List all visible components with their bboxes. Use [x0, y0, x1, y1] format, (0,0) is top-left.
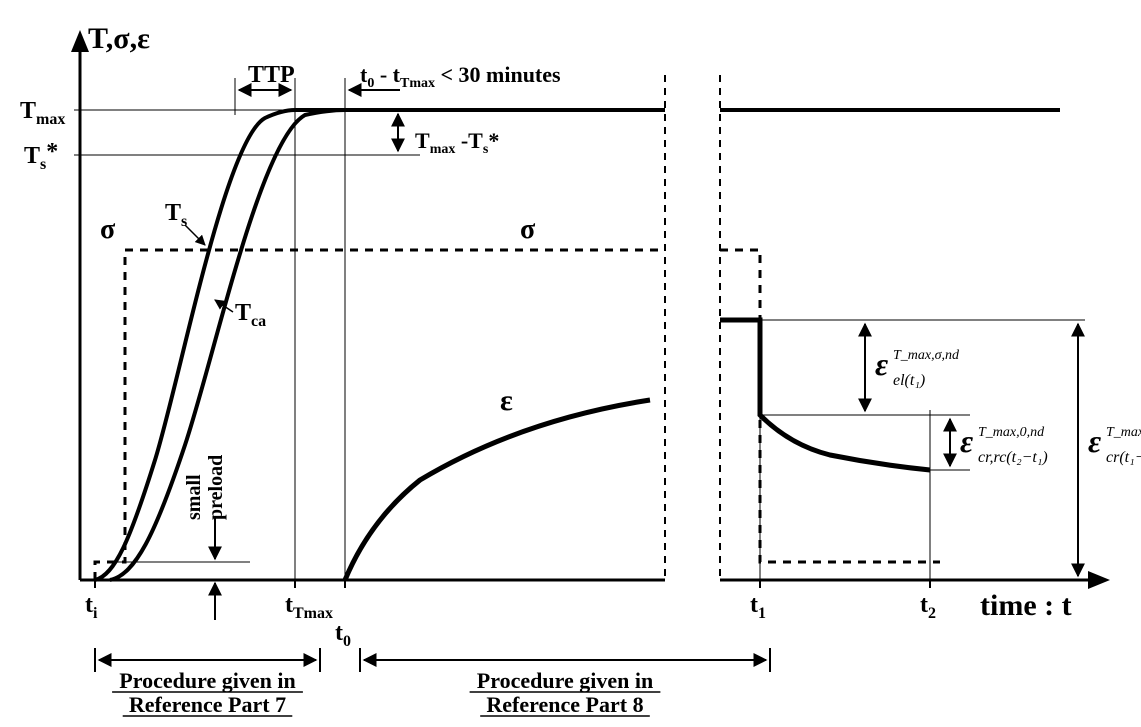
eps-curve-left: [345, 400, 650, 580]
proc7-line2: Reference Part 7: [129, 692, 286, 717]
tmax-minus-ts-label: Tmax -Ts*: [415, 128, 499, 157]
xtick-t0: t0: [335, 620, 351, 650]
t0-constraint-label: t0 - tTmax < 30 minutes: [360, 62, 561, 91]
Ts-label: Ts: [165, 200, 187, 230]
x-axis-title: time : t: [980, 589, 1072, 622]
xtick-ti: ti: [85, 592, 98, 622]
svg-text:preload: preload: [205, 455, 227, 520]
svg-text:small: small: [183, 474, 205, 520]
svg-text:T_max,0,nd: T_max,0,nd: [978, 425, 1045, 440]
sigma-curve-right: [720, 250, 940, 562]
svg-text:el(t₁): el(t₁): [893, 372, 925, 389]
eps-el-label: ε T_max,σ,nd el(t₁): [875, 346, 960, 389]
sigma-label-left: σ: [100, 214, 116, 245]
svg-text:T_max,σ,nd: T_max,σ,nd: [1106, 425, 1141, 440]
x-axis-arrow: [1088, 571, 1110, 589]
xtick-tTmax: tTmax: [285, 592, 333, 622]
Tca-curve: [110, 110, 345, 580]
svg-text:ε: ε: [1088, 423, 1101, 459]
svg-text:cr,rc(t₂−t₁): cr,rc(t₂−t₁): [978, 449, 1048, 466]
ytick-tsstar: Ts*: [24, 139, 58, 173]
eps-curve-right: [720, 320, 930, 470]
eps-cr-rc-label: ε T_max,0,nd cr,rc(t₂−t₁): [960, 423, 1048, 466]
svg-text:T_max,σ,nd: T_max,σ,nd: [893, 348, 960, 363]
small-preload-label: smallpreload: [183, 455, 227, 520]
proc7-line1: Procedure given in: [119, 668, 295, 693]
ttp-label: TTP: [248, 62, 295, 88]
y-axis-title: T,σ,ε: [88, 22, 150, 55]
Tca-label: Tca: [235, 300, 266, 330]
proc8-line1: Procedure given in: [477, 668, 653, 693]
y-axis-arrow: [71, 30, 89, 52]
xtick-t1: t1: [750, 592, 766, 622]
ytick-tmax: Tmax: [20, 98, 65, 128]
xtick-t2: t2: [920, 592, 936, 622]
sigma-label-right: σ: [520, 214, 536, 245]
svg-text:cr(t₁−t₀): cr(t₁−t₀): [1106, 449, 1141, 466]
Ts-curve: [95, 110, 665, 580]
svg-text:ε: ε: [960, 423, 973, 459]
eps-cr-label: ε T_max,σ,nd cr(t₁−t₀): [1088, 423, 1141, 466]
creep-test-diagram: T,σ,ε time : t Tmax Ts* ti tTmax t1 t2 t0 σ σ Ts Tca…: [0, 0, 1141, 727]
proc8-line2: Reference Part 8: [486, 692, 643, 717]
eps-label: ε: [500, 384, 513, 417]
svg-text:ε: ε: [875, 346, 888, 382]
